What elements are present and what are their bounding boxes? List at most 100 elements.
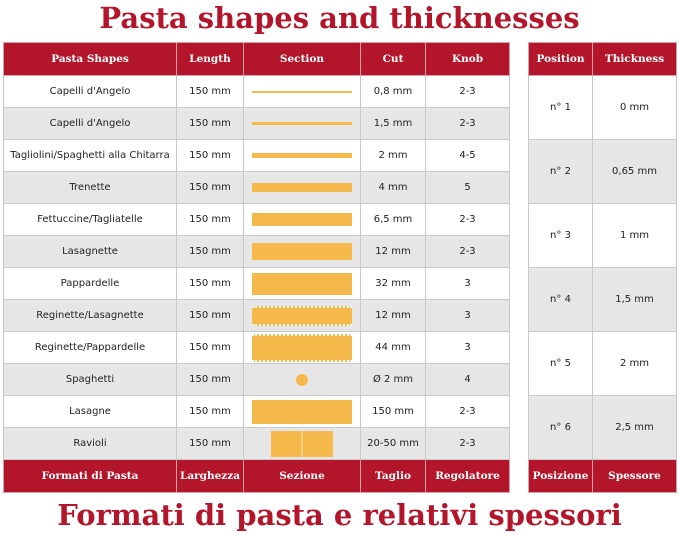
cut: 44 mm <box>360 331 426 364</box>
pasta-name: Capelli d'Angelo <box>3 107 177 140</box>
header-row: Posizione Spessore <box>528 459 677 493</box>
pasta-name: Fettuccine/Tagliatelle <box>3 203 177 236</box>
thickness-row: n° 6 2,5 mm <box>528 395 677 460</box>
table-row: Tagliolini/Spaghetti alla Chitarra 150 mm… <box>3 139 510 172</box>
position: n° 6 <box>528 395 593 460</box>
cut: 20-50 mm <box>360 427 426 460</box>
header-cell: Cut <box>360 42 426 76</box>
pasta-name: Trenette <box>3 171 177 204</box>
pasta-name: Reginette/Pappardelle <box>3 331 177 364</box>
knob: 2-3 <box>425 235 510 268</box>
table-row: Capelli d'Angelo 150 mm 0,8 mm 2-3 <box>3 75 510 108</box>
thickness: 2 mm <box>592 331 677 396</box>
header-cell: Pasta Shapes <box>3 42 177 76</box>
thickness-row: n° 2 0,65 mm <box>528 139 677 204</box>
length: 150 mm <box>176 203 244 236</box>
knob: 2-3 <box>425 395 510 428</box>
knob: 4-5 <box>425 139 510 172</box>
cut: 6,5 mm <box>360 203 426 236</box>
table-row: Ravioli 150 mm 20-50 mm 2-3 <box>3 427 510 460</box>
pasta-name: Ravioli <box>3 427 177 460</box>
section-shape <box>252 153 352 158</box>
table-row: Capelli d'Angelo 150 mm 1,5 mm 2-3 <box>3 107 510 140</box>
length: 150 mm <box>176 299 244 332</box>
header-row: Formati di Pasta Larghezza Sezione Taglio Re… <box>3 459 510 493</box>
table-row: Pappardelle 150 mm 32 mm 3 <box>3 267 510 300</box>
section <box>243 235 361 268</box>
knob: 3 <box>425 331 510 364</box>
section-shape <box>271 430 333 457</box>
knob: 2-3 <box>425 427 510 460</box>
header-cell: Length <box>176 42 244 76</box>
subtitle: Formati di pasta e relativi spessori <box>57 498 622 532</box>
length: 150 mm <box>176 107 244 140</box>
section-shape <box>252 122 352 125</box>
position: n° 3 <box>528 203 593 268</box>
section <box>243 139 361 172</box>
cut: Ø 2 mm <box>360 363 426 396</box>
cut: 32 mm <box>360 267 426 300</box>
header-cell: Knob <box>425 42 510 76</box>
header-cell: Spessore <box>592 459 677 493</box>
section-shape <box>252 90 352 93</box>
header-cell: Regolatore <box>425 459 510 493</box>
header-row: Pasta Shapes Length Section Cut Knob <box>3 42 510 76</box>
table-row: Lasagne 150 mm 150 mm 2-3 <box>3 395 510 428</box>
thickness: 0 mm <box>592 75 677 140</box>
section <box>243 267 361 300</box>
knob: 2-3 <box>425 107 510 140</box>
knob: 3 <box>425 267 510 300</box>
thickness: 1,5 mm <box>592 267 677 332</box>
section-shape <box>252 183 352 192</box>
pasta-name: Lasagne <box>3 395 177 428</box>
section-shape <box>252 213 352 226</box>
header-cell: Position <box>528 42 593 76</box>
section-shape <box>252 333 352 362</box>
header-cell: Taglio <box>360 459 426 493</box>
knob: 3 <box>425 299 510 332</box>
title: Pasta shapes and thicknesses <box>99 1 580 35</box>
header-cell: Section <box>243 42 361 76</box>
section-shape <box>252 399 352 424</box>
header-cell: Sezione <box>243 459 361 493</box>
section <box>243 395 361 428</box>
section-shape <box>252 243 352 260</box>
header-row: Position Thickness <box>528 42 677 76</box>
header-cell: Formati di Pasta <box>3 459 177 493</box>
pasta-name: Tagliolini/Spaghetti alla Chitarra <box>3 139 177 172</box>
table-row: Reginette/Pappardelle 150 mm 44 mm 3 <box>3 331 510 364</box>
cut: 0,8 mm <box>360 75 426 108</box>
section-shape <box>252 272 352 295</box>
cut: 1,5 mm <box>360 107 426 140</box>
length: 150 mm <box>176 171 244 204</box>
header-cell: Thickness <box>592 42 677 76</box>
pasta-table: Pasta Shapes Length Section Cut Knob Capelli … <box>3 42 510 493</box>
cut: 12 mm <box>360 235 426 268</box>
section <box>243 363 361 396</box>
position: n° 5 <box>528 331 593 396</box>
section <box>243 427 361 460</box>
length: 150 mm <box>176 139 244 172</box>
knob: 4 <box>425 363 510 396</box>
length: 150 mm <box>176 331 244 364</box>
section <box>243 299 361 332</box>
cut: 150 mm <box>360 395 426 428</box>
section <box>243 203 361 236</box>
pasta-name: Reginette/Lasagnette <box>3 299 177 332</box>
length: 150 mm <box>176 75 244 108</box>
length: 150 mm <box>176 395 244 428</box>
length: 150 mm <box>176 235 244 268</box>
length: 150 mm <box>176 267 244 300</box>
table-row: Lasagnette 150 mm 12 mm 2-3 <box>3 235 510 268</box>
table-row: Spaghetti 150 mm Ø 2 mm 4 <box>3 363 510 396</box>
pasta-name: Lasagnette <box>3 235 177 268</box>
table-row: Reginette/Lasagnette 150 mm 12 mm 3 <box>3 299 510 332</box>
section <box>243 107 361 140</box>
cut: 12 mm <box>360 299 426 332</box>
section-shape <box>252 305 352 326</box>
cut: 2 mm <box>360 139 426 172</box>
